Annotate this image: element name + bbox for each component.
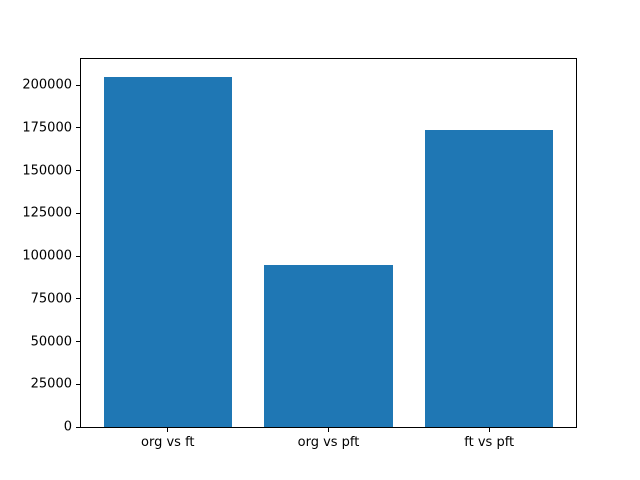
y-axis-tick-label: 100000 xyxy=(22,248,72,264)
y-axis-tick-label: 125000 xyxy=(22,205,72,221)
x-axis-category-label: org vs pft xyxy=(297,435,360,450)
x-axis-category-label: ft vs pft xyxy=(464,435,515,450)
bar-org-vs-ft xyxy=(103,76,233,427)
x-axis-tick-mark xyxy=(488,427,490,432)
y-axis-tick-label: 150000 xyxy=(22,163,72,179)
y-axis-tick-mark xyxy=(76,170,81,172)
plot-area: 0 25000 50000 75000 100000 125000 150000 175000… xyxy=(22,58,577,449)
y-axis-tick-mark xyxy=(76,84,81,86)
y-axis-tick-mark xyxy=(76,212,81,214)
x-axis-category-label: org vs ft xyxy=(141,435,195,450)
bar-ft-vs-pft xyxy=(424,129,554,427)
y-axis-tick-label: 175000 xyxy=(22,120,72,136)
y-axis-tick-label: 0 xyxy=(63,419,72,435)
y-axis-tick-mark xyxy=(76,341,81,343)
bar-org-vs-pft xyxy=(264,264,393,427)
y-axis-tick-label: 50000 xyxy=(30,334,72,350)
y-axis-tick-mark xyxy=(76,127,81,129)
y-axis-tick-label: 75000 xyxy=(30,291,72,307)
y-axis-tick-mark xyxy=(76,298,81,300)
x-axis-tick-mark xyxy=(328,427,329,432)
y-axis-tick-mark xyxy=(76,426,81,428)
y-axis-tick-label: 25000 xyxy=(30,376,72,392)
y-axis-tick-mark xyxy=(76,255,81,257)
y-axis-tick-label: 200000 xyxy=(22,77,72,93)
x-axis-tick-mark xyxy=(167,427,169,432)
y-axis-tick-mark xyxy=(76,383,81,385)
